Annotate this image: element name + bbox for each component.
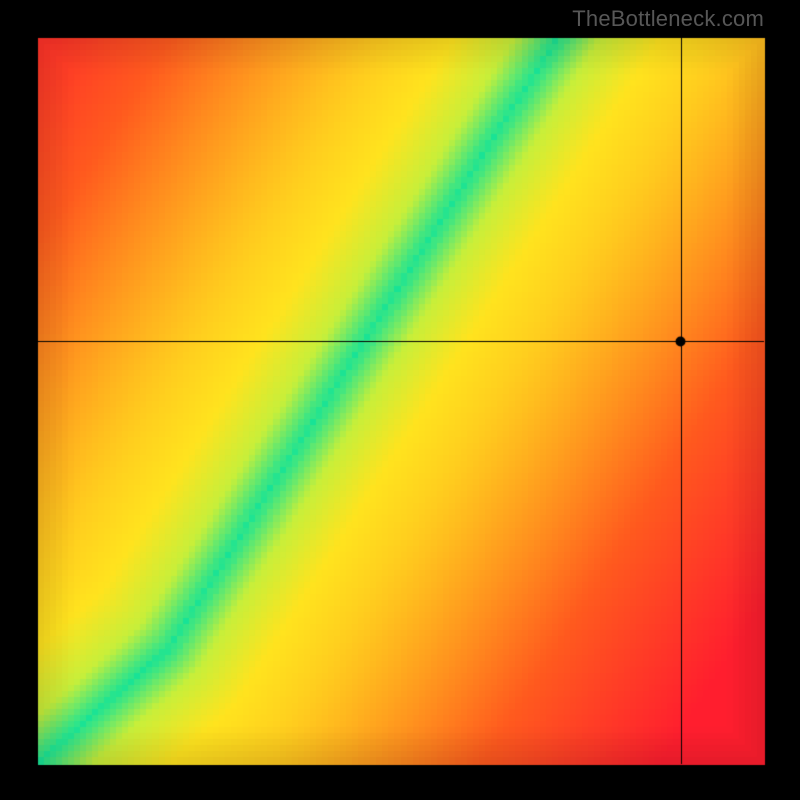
watermark-text: TheBottleneck.com xyxy=(572,6,764,32)
bottleneck-heatmap-canvas xyxy=(0,0,800,800)
